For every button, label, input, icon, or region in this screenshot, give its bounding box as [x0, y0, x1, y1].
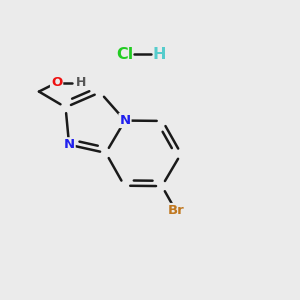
- Text: N: N: [119, 114, 130, 127]
- Text: O: O: [51, 76, 62, 89]
- Text: H: H: [76, 76, 86, 89]
- Text: N: N: [64, 138, 75, 151]
- Text: Cl: Cl: [116, 47, 134, 62]
- Text: H: H: [152, 47, 166, 62]
- Text: Br: Br: [167, 204, 184, 217]
